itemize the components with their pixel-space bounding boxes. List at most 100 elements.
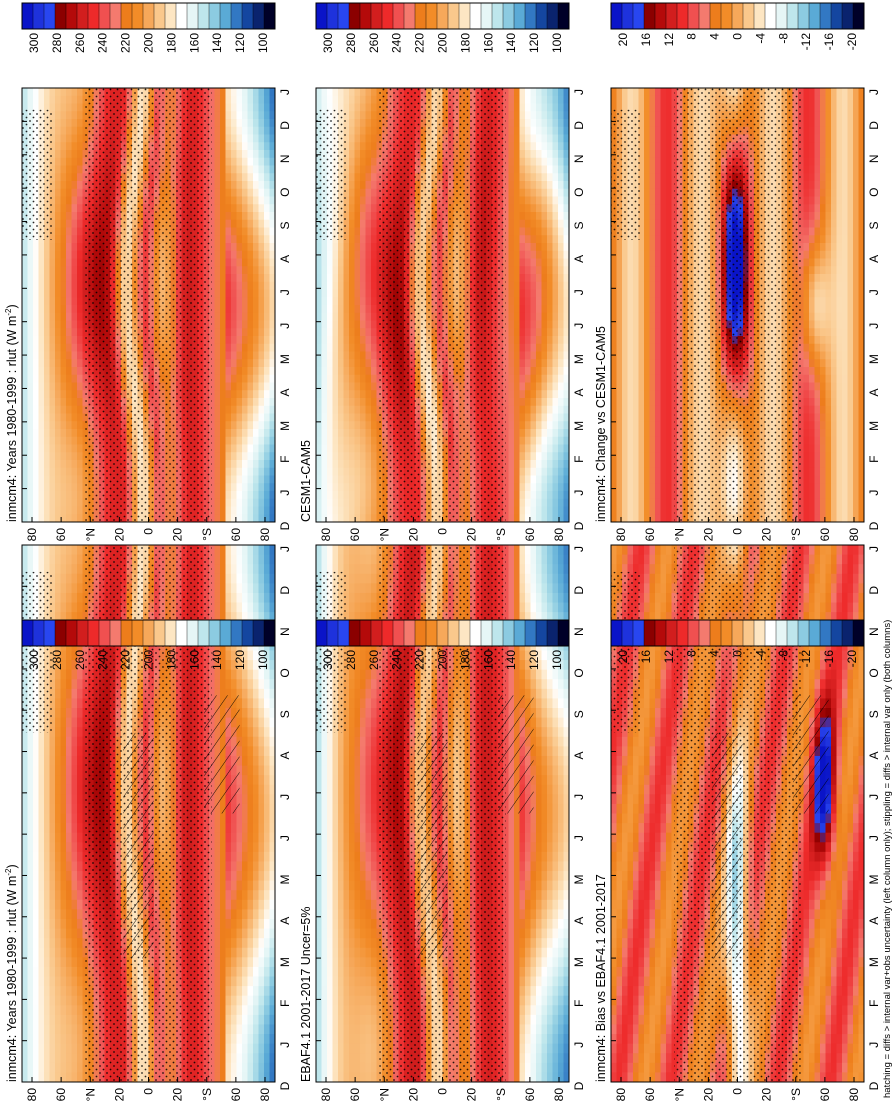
colorbar-cell-p5-21 bbox=[841, 619, 854, 647]
colorbar-cell-p4-9 bbox=[414, 2, 427, 30]
xtick-label-p4-8: A bbox=[572, 255, 586, 263]
xtick-label-p5-12: D bbox=[867, 586, 881, 595]
colorbar-tick-p4-7: 160 bbox=[481, 33, 495, 53]
colorbar-cell-p6-0 bbox=[610, 2, 623, 30]
colorbar-cell-p6-10 bbox=[720, 2, 733, 30]
colorbar-cell-p2-1 bbox=[32, 2, 45, 30]
hatch2-p3 bbox=[498, 695, 534, 814]
colorbar-tick-p2-8: 140 bbox=[210, 33, 224, 53]
colorbar-tick-p4-3: 240 bbox=[390, 33, 404, 53]
panel-p6: D J F M A M J J A S O N D J 80 60 °N 20 0 20 °S 60 80 inmcm4: C… bbox=[594, 87, 881, 541]
xtick-label-p5-11: N bbox=[867, 627, 881, 636]
colorbar-tick-p5-8: -12 bbox=[799, 650, 813, 668]
colorbar-cell-p6-18 bbox=[808, 2, 821, 30]
ytick-label-p4-5: 20 bbox=[465, 528, 479, 542]
colorbar-tick-p4-6: 180 bbox=[458, 33, 472, 53]
colorbar-tick-p1-1: 280 bbox=[50, 650, 64, 670]
colorbar-cell-p1-18 bbox=[219, 619, 232, 647]
colorbar-tick-p3-0: 300 bbox=[321, 650, 335, 670]
colorbar-cell-p5-17 bbox=[797, 619, 810, 647]
ytick-label-p5-8: 80 bbox=[847, 1088, 861, 1102]
colorbar-cell-p6-8 bbox=[698, 2, 711, 30]
colorbar-strip-p5: 20 16 12 8 4 0 -4 -8 -12 -16 -20 bbox=[610, 619, 865, 668]
colorbar-cell-p5-20 bbox=[830, 619, 843, 647]
hatch-p1 bbox=[123, 732, 154, 959]
xtick-label-p6-3: M bbox=[867, 421, 881, 431]
field-p6 bbox=[611, 88, 864, 522]
colorbar-cell-p6-4 bbox=[654, 2, 667, 30]
colorbar-cell-p4-10 bbox=[425, 2, 438, 30]
colorbar-cell-p5-0 bbox=[610, 619, 623, 647]
xtick-label-p1-9: S bbox=[278, 710, 292, 718]
hatch-p5 bbox=[712, 732, 743, 959]
colorbar-cell-p3-6 bbox=[381, 619, 394, 647]
colorbar-cell-p2-14 bbox=[175, 2, 188, 30]
xtick-label-p1-7: J bbox=[278, 794, 292, 800]
xtick-label-p2-13: J bbox=[278, 89, 292, 95]
colorbar-cell-p3-1 bbox=[326, 619, 339, 647]
ytick-label-p4-4: 0 bbox=[436, 528, 450, 535]
xtick-label-p3-12: D bbox=[572, 586, 586, 595]
colorbar-cell-p1-21 bbox=[252, 619, 265, 647]
colorbar-cell-p4-15 bbox=[480, 2, 493, 30]
colorbar-tick-p3-8: 140 bbox=[504, 650, 518, 670]
colorbar-tick-p2-5: 200 bbox=[142, 33, 156, 53]
xtick-label-p2-9: S bbox=[278, 222, 292, 230]
colorbar-tick-p1-0: 300 bbox=[27, 650, 41, 670]
colorbar-tick-p1-4: 220 bbox=[119, 650, 133, 670]
xtick-label-p4-10: O bbox=[572, 187, 586, 196]
colorbar-cell-p1-7 bbox=[98, 619, 111, 647]
xtick-label-p6-4: A bbox=[867, 388, 881, 396]
colorbar-cell-p6-11 bbox=[731, 2, 744, 30]
xtick-label-p4-12: D bbox=[572, 121, 586, 130]
colorbar-cell-p4-8 bbox=[403, 2, 416, 30]
xtick-label-p4-11: N bbox=[572, 154, 586, 163]
xtick-label-p1-11: N bbox=[278, 627, 292, 636]
colorbar-tick-p2-1: 280 bbox=[50, 33, 64, 53]
colorbar-tick-p2-0: 300 bbox=[27, 33, 41, 53]
xtick-label-p2-7: J bbox=[278, 289, 292, 295]
ytick-label-p5-0: 80 bbox=[614, 1088, 628, 1102]
colorbar-strip-p4: 300 280 260 240 220 200 180 160 140 120 100 bbox=[315, 2, 570, 53]
colorbar-cell-p1-22 bbox=[263, 619, 276, 647]
colorbar-cell-p4-21 bbox=[546, 2, 559, 30]
colorbar-cell-p3-8 bbox=[403, 619, 416, 647]
colorbar-cell-p5-9 bbox=[709, 619, 722, 647]
colorbar-cell-p1-15 bbox=[186, 619, 199, 647]
colorbar-tick-p6-2: 12 bbox=[662, 33, 676, 47]
colorbar-cell-p2-11 bbox=[142, 2, 155, 30]
colorbar-tick-p2-3: 240 bbox=[96, 33, 110, 53]
colorbar-cell-p5-1 bbox=[621, 619, 634, 647]
colorbar-tick-p1-5: 200 bbox=[142, 650, 156, 670]
colorbar-cell-p1-9 bbox=[120, 619, 133, 647]
panel-p4: D J F M A M J J A S O N D J 80 60 °N 20 0 20 °S 60 80 CESM1-CAM… bbox=[299, 87, 586, 542]
colorbar-tick-p6-9: -16 bbox=[822, 33, 836, 51]
colorbar-cell-p6-5 bbox=[665, 2, 678, 30]
colorbar-cell-p3-0 bbox=[315, 619, 328, 647]
colorbar-cell-p6-6 bbox=[676, 2, 689, 30]
xtick-label-p2-5: M bbox=[278, 354, 292, 364]
ytick-label-p1-6: °S bbox=[200, 1088, 214, 1101]
ytick-label-p5-1: 60 bbox=[643, 1088, 657, 1102]
colorbar-cell-p6-9 bbox=[709, 2, 722, 30]
xtick-label-p6-1: J bbox=[867, 490, 881, 496]
colorbar-tick-p4-4: 220 bbox=[413, 33, 427, 53]
xtick-label-p3-0: D bbox=[572, 1081, 586, 1090]
colorbar-tick-p3-9: 120 bbox=[527, 650, 541, 670]
ytick-label-p1-8: 80 bbox=[258, 1088, 272, 1102]
ytick-label-p1-7: 60 bbox=[229, 1088, 243, 1102]
colorbar-tick-p5-10: -20 bbox=[845, 650, 859, 668]
xtick-label-p1-13: J bbox=[278, 546, 292, 552]
colorbar-cell-p3-18 bbox=[513, 619, 526, 647]
colorbar-cell-p4-3 bbox=[348, 2, 361, 30]
colorbar-cell-p2-20 bbox=[241, 2, 254, 30]
xtick-label-p1-0: D bbox=[278, 1081, 292, 1090]
colorbar-cell-p6-22 bbox=[852, 2, 865, 30]
colorbar-strip-p1: 300 280 260 240 220 200 180 160 140 120 100 bbox=[21, 619, 276, 670]
xtick-label-p2-4: A bbox=[278, 388, 292, 396]
xtick-label-p1-6: J bbox=[278, 835, 292, 841]
xtick-label-p1-12: D bbox=[278, 586, 292, 595]
ytick-label-p1-4: 0 bbox=[142, 1088, 156, 1095]
ytick-label-p4-8: 80 bbox=[552, 528, 566, 542]
colorbar-cell-p5-18 bbox=[808, 619, 821, 647]
